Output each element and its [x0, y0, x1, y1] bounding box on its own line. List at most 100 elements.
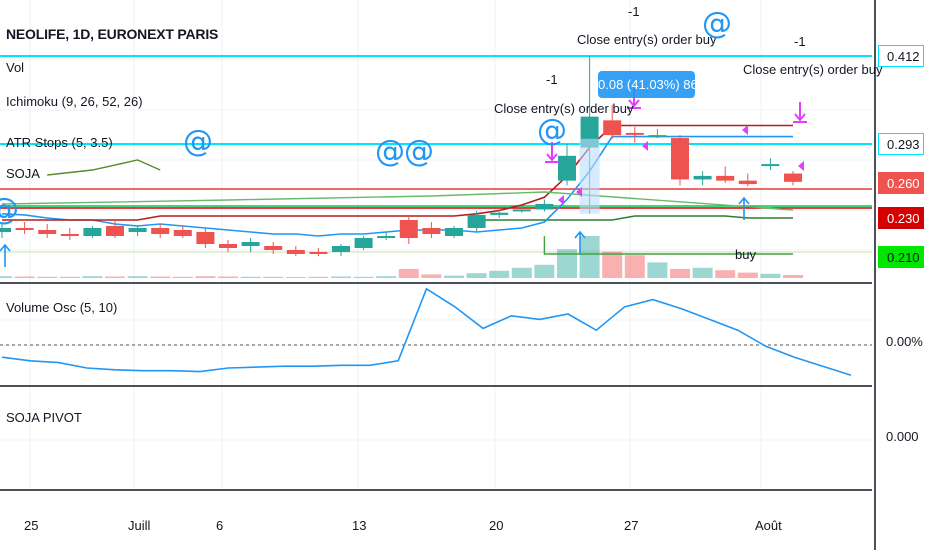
volume-bar [398, 269, 419, 278]
indicator-atr-stops-label[interactable]: ATR Stops (5, 3.5) [6, 135, 113, 150]
trade-result-bubble: 0.08 (41.03%) 86 [598, 71, 695, 98]
flag-marker-icon [798, 161, 804, 171]
candle-body [535, 203, 554, 210]
x-tick-25: 25 [24, 518, 39, 533]
candle-body [738, 180, 757, 185]
at-marker: @ [0, 192, 19, 227]
volume-bar [466, 273, 487, 278]
price-tag-0210: 0.210 [878, 246, 924, 268]
volume-bar [353, 276, 374, 278]
flag-marker-icon [742, 125, 748, 135]
candle-body [354, 238, 373, 248]
volume-bar [172, 276, 193, 278]
sell-arrow-icon [793, 102, 807, 123]
candle-body [377, 236, 396, 238]
signal-buy-label: buy [735, 247, 756, 262]
volume-bar [624, 255, 645, 278]
volume-bar [444, 275, 464, 278]
candle-body [693, 175, 712, 180]
volume-bar [760, 273, 781, 278]
candle-body [286, 250, 305, 254]
osc-axis-label: 0.00% [886, 334, 923, 349]
indicator-soja-pivot-label[interactable]: SOJA PIVOT [6, 410, 82, 425]
ichimoku-span-line [1, 191, 794, 211]
at-marker: @ [702, 6, 732, 41]
candle-body [128, 228, 147, 232]
indicator-series-line [2, 124, 793, 221]
volume-bar [195, 276, 216, 278]
volume-bar [692, 267, 713, 278]
candle-body [332, 246, 350, 252]
flag-marker-icon [558, 195, 564, 205]
volume-bar [670, 269, 690, 278]
candle-body [784, 173, 802, 182]
volume-bar [602, 251, 623, 278]
signal-markers [0, 88, 807, 267]
candle-body [196, 232, 215, 244]
indicator-volume-osc-label[interactable]: Volume Osc (5, 10) [6, 300, 118, 315]
candle-body [0, 228, 11, 232]
candle-body [38, 230, 57, 234]
x-tick-aout: Août [755, 518, 782, 533]
candle-body [106, 226, 124, 236]
buy-arrow-icon [738, 196, 750, 220]
price-tag-0293: 0.293 [878, 133, 924, 155]
candle-body [151, 228, 170, 234]
volume-oscillator-pane [0, 287, 872, 376]
at-marker: @ [404, 134, 434, 169]
candle-body [648, 135, 667, 138]
x-tick-6: 6 [216, 518, 224, 533]
volume-bar [331, 276, 351, 278]
flag-marker-icon [576, 187, 582, 197]
volume-bars [0, 236, 803, 278]
indicator-vol-label[interactable]: Vol [6, 60, 25, 75]
sell-arrow-icon [545, 142, 559, 163]
volume-bar [737, 272, 758, 278]
trade-highlight [579, 138, 600, 214]
candle-body [467, 214, 486, 228]
candle-body [399, 220, 418, 238]
candle-body [761, 164, 780, 167]
volume-bar [59, 276, 80, 278]
volume-bar [105, 276, 125, 278]
signal-close-label: Close entry(s) order buy [743, 62, 883, 77]
buy-arrow-icon [0, 243, 11, 267]
candle-body [241, 242, 260, 246]
candle-body [60, 234, 79, 236]
x-tick-20: 20 [489, 518, 504, 533]
volume-bar [285, 277, 306, 278]
candle-body [558, 155, 576, 181]
signal-qty-label: -1 [794, 34, 806, 49]
indicator-series-line [476, 215, 793, 221]
volume-bar [534, 264, 555, 278]
candle-body [716, 175, 735, 181]
volume-bar [579, 236, 600, 278]
volume-bar [218, 276, 238, 278]
volume-bar [557, 249, 577, 278]
signal-close-label: Close entry(s) order buy [577, 32, 717, 47]
price-tag-0230: 0.230 [878, 207, 924, 229]
candle-body [173, 230, 192, 236]
candle-body [219, 244, 237, 248]
candle-body [445, 228, 463, 236]
symbol-title[interactable]: NEOLIFE, 1D, EURONEXT PARIS [6, 26, 219, 42]
grid-lines [0, 0, 872, 490]
candle-body [490, 212, 509, 215]
volume-bar [511, 267, 532, 278]
pane-frames [0, 0, 876, 550]
signal-close-label: Close entry(s) order buy [494, 101, 634, 116]
indicator-soja-label[interactable]: SOJA [6, 166, 40, 181]
volume-bar [0, 276, 12, 278]
volume-bar [263, 276, 284, 278]
indicator-ichimoku-label[interactable]: Ichimoku (9, 26, 52, 26) [6, 94, 143, 109]
candle-body [422, 228, 441, 234]
candle-body [264, 246, 283, 250]
osc-series-line [1, 287, 852, 376]
atr-stop-line [543, 236, 793, 255]
x-tick-13: 13 [352, 518, 367, 533]
volume-bar [82, 276, 103, 278]
volume-bar [421, 274, 442, 278]
candle-body [603, 120, 622, 136]
volume-bar [127, 276, 148, 278]
